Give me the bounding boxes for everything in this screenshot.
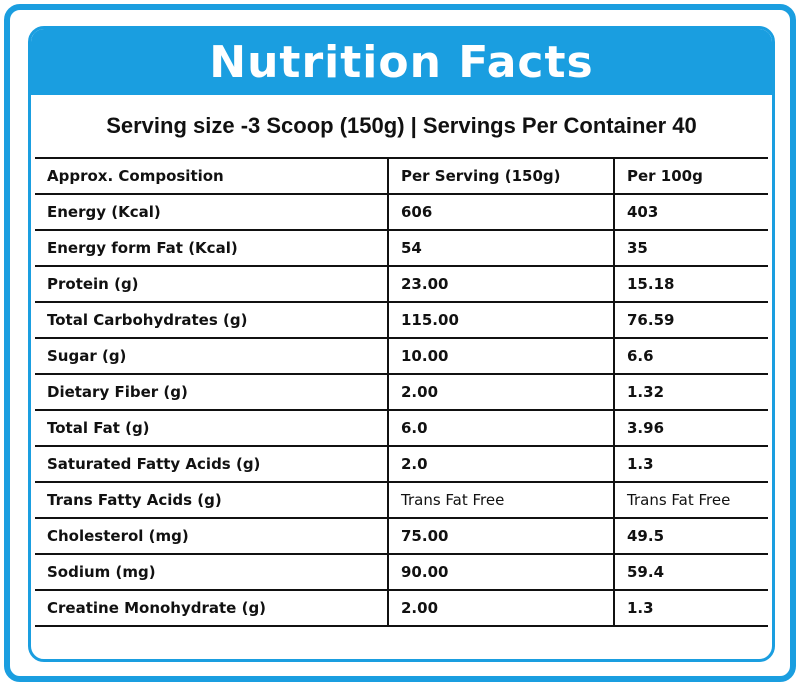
header-per-100g: Per 100g: [614, 157, 768, 195]
header-per-serving: Per Serving (150g): [388, 157, 615, 195]
row-label: Creatine Monohydrate (g): [35, 589, 389, 627]
per-100g-value: 76.59: [614, 301, 768, 339]
row-label: Dietary Fiber (g): [35, 373, 389, 411]
per-100g-value: 15.18: [614, 265, 768, 303]
table-row: Creatine Monohydrate (g) 2.00 1.3: [35, 589, 768, 627]
per-serving-value: 115.00: [388, 301, 615, 339]
table-header-row: Approx. Composition Per Serving (150g) P…: [35, 157, 768, 195]
table-row: Sodium (mg) 90.00 59.4: [35, 553, 768, 591]
row-label: Energy form Fat (Kcal): [35, 229, 389, 267]
per-serving-value: 2.00: [388, 373, 615, 411]
per-100g-value: 3.96: [614, 409, 768, 447]
table-row: Total Fat (g) 6.0 3.96: [35, 409, 768, 447]
per-100g-value: 1.3: [614, 589, 768, 627]
row-label: Total Fat (g): [35, 409, 389, 447]
table-row: Energy (Kcal) 606 403: [35, 193, 768, 231]
per-100g-value: Trans Fat Free: [614, 481, 768, 519]
header-composition: Approx. Composition: [35, 157, 389, 195]
per-100g-value: 49.5: [614, 517, 768, 555]
table-row: Energy form Fat (Kcal) 54 35: [35, 229, 768, 267]
row-label: Saturated Fatty Acids (g): [35, 445, 389, 483]
per-serving-value: 2.0: [388, 445, 615, 483]
table-row: Dietary Fiber (g) 2.00 1.32: [35, 373, 768, 411]
row-label: Cholesterol (mg): [35, 517, 389, 555]
per-serving-value: Trans Fat Free: [388, 481, 615, 519]
table-row: Protein (g) 23.00 15.18: [35, 265, 768, 303]
row-label: Sugar (g): [35, 337, 389, 375]
nutrition-panel: Nutrition Facts Serving size -3 Scoop (1…: [28, 26, 775, 662]
table-row: Saturated Fatty Acids (g) 2.0 1.3: [35, 445, 768, 483]
per-serving-value: 90.00: [388, 553, 615, 591]
row-label: Sodium (mg): [35, 553, 389, 591]
per-100g-value: 6.6: [614, 337, 768, 375]
title-banner: Nutrition Facts: [31, 29, 772, 95]
per-100g-value: 1.32: [614, 373, 768, 411]
table-row: Total Carbohydrates (g) 115.00 76.59: [35, 301, 768, 339]
panel-title: Nutrition Facts: [209, 36, 594, 88]
row-label: Total Carbohydrates (g): [35, 301, 389, 339]
per-serving-value: 75.00: [388, 517, 615, 555]
per-serving-value: 10.00: [388, 337, 615, 375]
per-serving-value: 23.00: [388, 265, 615, 303]
table-row: Trans Fatty Acids (g) Trans Fat Free Tra…: [35, 481, 768, 519]
per-serving-value: 606: [388, 193, 615, 231]
table-row: Sugar (g) 10.00 6.6: [35, 337, 768, 375]
per-100g-value: 403: [614, 193, 768, 231]
serving-info: Serving size -3 Scoop (150g) | Servings …: [106, 113, 697, 138]
per-serving-value: 54: [388, 229, 615, 267]
per-100g-value: 35: [614, 229, 768, 267]
nutrition-table: Approx. Composition Per Serving (150g) P…: [35, 157, 768, 627]
row-label: Energy (Kcal): [35, 193, 389, 231]
row-label: Trans Fatty Acids (g): [35, 481, 389, 519]
per-100g-value: 59.4: [614, 553, 768, 591]
per-100g-value: 1.3: [614, 445, 768, 483]
per-serving-value: 6.0: [388, 409, 615, 447]
per-serving-value: 2.00: [388, 589, 615, 627]
table-row: Cholesterol (mg) 75.00 49.5: [35, 517, 768, 555]
row-label: Protein (g): [35, 265, 389, 303]
